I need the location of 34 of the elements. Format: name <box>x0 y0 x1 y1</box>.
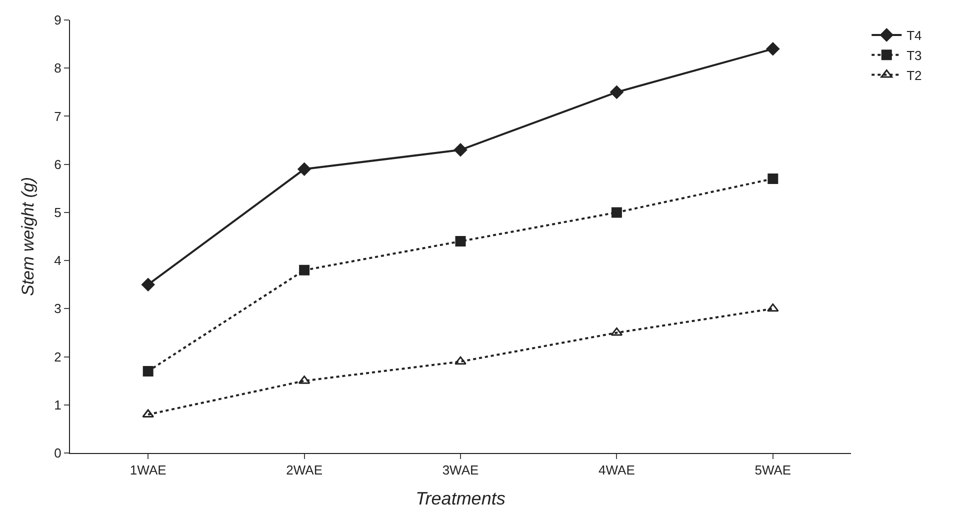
y-tick-label: 5 <box>54 204 62 220</box>
point <box>142 366 154 376</box>
point <box>610 86 624 99</box>
point <box>611 207 622 218</box>
y-tick-label: 2 <box>54 349 62 364</box>
x-tick-label: 4WAE <box>598 462 636 478</box>
x-tick-label: 3WAE <box>442 462 480 478</box>
y-tick-label: 8 <box>54 60 62 76</box>
point <box>766 303 779 312</box>
point <box>766 42 780 56</box>
point <box>454 143 468 156</box>
x-tick-label: 5WAE <box>754 462 792 478</box>
y-axis-title: Stem weight (g) <box>18 176 38 296</box>
point <box>768 174 778 184</box>
y-tick-label: 4 <box>54 253 62 268</box>
legend-label: T3 <box>906 48 922 63</box>
y-tick-label: 1 <box>54 397 62 412</box>
x-tick-label: 1WAE <box>130 462 167 478</box>
point <box>298 162 311 176</box>
legend-label: T2 <box>906 68 922 83</box>
x-tick-label: 2WAE <box>286 462 323 478</box>
legend-label: T4 <box>906 28 922 44</box>
y-tick-label: 7 <box>54 108 62 124</box>
y-tick-label: 9 <box>54 12 62 28</box>
y-tick-label: 6 <box>54 156 62 172</box>
point <box>299 264 310 276</box>
point <box>142 409 154 418</box>
y-tick-label: 3 <box>54 301 62 316</box>
point <box>142 278 155 292</box>
point <box>455 236 466 247</box>
y-tick-label: 0 <box>54 446 62 461</box>
x-axis-title: Treatments <box>416 488 506 509</box>
point <box>610 327 623 336</box>
point <box>454 356 466 365</box>
